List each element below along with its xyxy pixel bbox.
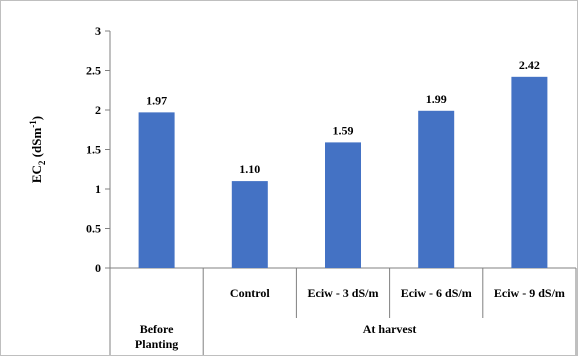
x-category-label: Eciw - 6 dS/m (401, 286, 472, 300)
y-axis-title: EC2 (dSm-1) (28, 116, 47, 183)
bar (231, 181, 268, 268)
y-axis-label: EC2 (dSm-1) (28, 116, 47, 183)
y-tick-label: 1.5 (86, 143, 101, 157)
y-tick-label: 0.5 (86, 222, 101, 236)
x-category-label: Control (230, 286, 270, 300)
data-label: 1.97 (146, 93, 167, 107)
y-tick-label: 2.5 (86, 64, 101, 78)
y-tick-label: 1 (95, 182, 101, 196)
bar (325, 142, 361, 268)
data-label: 2.42 (519, 58, 540, 72)
data-label: 1.59 (333, 123, 354, 137)
y-tick-label: 3 (95, 24, 101, 38)
x-category-label: Planting (135, 337, 178, 351)
bar-chart: EC2 (dSm-1) 0 0.5 1 1.5 2 2.5 3 1.97 1.10 1.59 1.… (28, 24, 577, 355)
x-category-label: Before (140, 322, 174, 336)
data-label: 1.99 (426, 92, 447, 106)
y-tick-label: 0 (95, 261, 101, 275)
data-label: 1.10 (239, 162, 260, 176)
x-category-label: Eciw - 9 dS/m (494, 286, 565, 300)
bar (138, 112, 175, 269)
y-tick-label: 2 (95, 103, 101, 117)
x-group-label: At harvest (363, 322, 417, 336)
x-category-label: Eciw - 3 dS/m (307, 286, 378, 300)
bar (418, 110, 455, 268)
bar (511, 76, 548, 268)
